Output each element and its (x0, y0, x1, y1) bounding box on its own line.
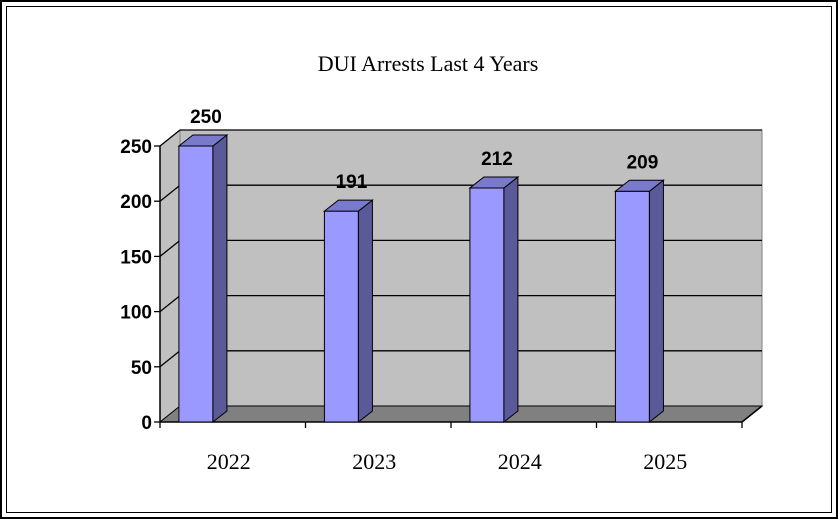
gridline-side-100 (159, 295, 181, 313)
gridline-side-250 (159, 129, 181, 147)
bar-side-2022 (212, 133, 228, 424)
x-axis-depth (741, 405, 763, 423)
bar-2023 (323, 210, 359, 423)
y-tick-label-100: 100 (120, 303, 152, 324)
bar-top-2024 (468, 176, 520, 189)
y-tick-label-150: 150 (120, 247, 152, 268)
data-label-2024: 212 (481, 149, 513, 170)
bar-top-2023 (322, 199, 374, 212)
bar-2024 (469, 187, 505, 423)
plot-floor (158, 405, 764, 423)
bar-side-2024 (503, 175, 519, 424)
gridline-side-200 (159, 184, 181, 202)
data-label-2022: 250 (190, 107, 222, 128)
data-label-2023: 191 (336, 172, 368, 193)
chart-title: DUI Arrests Last 4 Years (318, 51, 539, 76)
gridline-side-50 (159, 350, 181, 368)
bar-2022 (178, 145, 214, 423)
x-tick-label-2025: 2025 (643, 449, 687, 474)
y-tick-label-250: 250 (120, 137, 152, 158)
plot-side-wall (159, 128, 181, 424)
y-tick-label-50: 50 (131, 358, 152, 379)
x-tick-label-2024: 2024 (498, 449, 542, 474)
bar-side-2025 (648, 179, 664, 424)
data-label-2025: 209 (627, 152, 659, 173)
y-tick-label-200: 200 (120, 192, 152, 213)
bar-side-2023 (357, 199, 373, 424)
bar-2025 (614, 190, 650, 423)
x-tick-label-2023: 2023 (352, 449, 396, 474)
x-tick-label-2022: 2022 (207, 449, 251, 474)
gridline-side-150 (159, 239, 181, 257)
bar-top-2025 (613, 179, 665, 192)
y-tick-label-0: 0 (141, 413, 152, 434)
bar-top-2022 (177, 134, 229, 147)
